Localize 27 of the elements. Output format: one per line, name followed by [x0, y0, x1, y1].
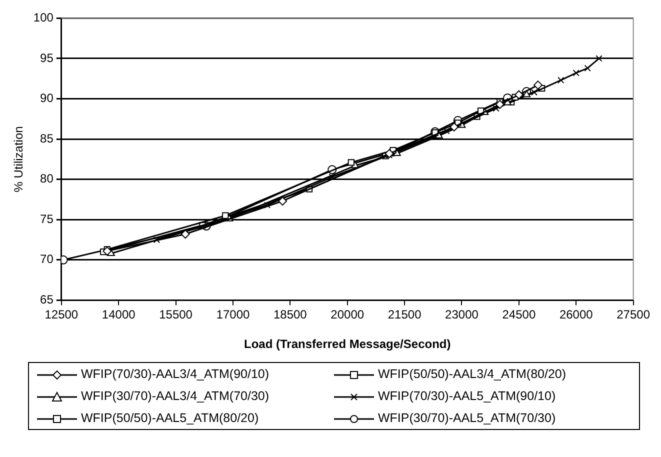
x-tick-label: 24500	[502, 308, 536, 322]
legend-label: WFIP(50/50)-AAL5_ATM(80/20)	[81, 411, 259, 425]
x-axis-title: Load (Transferred Message/Second)	[244, 337, 451, 352]
y-tick-label: 65	[40, 292, 54, 307]
x-tick-label: 15500	[159, 308, 193, 322]
y-tick-label: 75	[40, 212, 54, 226]
x-tick-label: 27500	[616, 308, 650, 322]
legend-label: WFIP(30/70)-AAL5_ATM(70/30)	[378, 411, 556, 425]
y-tick-label: 85	[40, 131, 54, 146]
x-tick-label: 26000	[559, 308, 594, 322]
x-tick-label: 18500	[273, 308, 308, 322]
y-tick-label: 70	[40, 252, 54, 266]
y-tick-label: 90	[40, 91, 54, 106]
legend-label: WFIP(70/30)-AAL3/4_ATM(90/10)	[81, 367, 270, 381]
y-tick-label: 95	[40, 50, 54, 65]
legend-label: WFIP(50/50)-AAL3/4_ATM(80/20)	[378, 367, 566, 381]
x-tick-label: 23000	[445, 308, 479, 322]
x-tick-label: 21500	[388, 308, 422, 322]
x-tick-label: 12500	[44, 308, 78, 322]
y-tick-label: 100	[33, 10, 54, 25]
y-tick-label: 80	[40, 172, 54, 186]
y-axis-title: % Utilization	[12, 126, 26, 192]
legend-label: WFIP(70/30)-AAL5_ATM(90/10)	[378, 389, 556, 403]
x-tick-label: 20000	[330, 308, 364, 322]
x-tick-label: 17000	[216, 308, 250, 322]
legend-label: WFIP(30/70)-AAL3/4_ATM(70/30)	[81, 389, 270, 403]
x-tick-label: 14000	[102, 308, 136, 322]
